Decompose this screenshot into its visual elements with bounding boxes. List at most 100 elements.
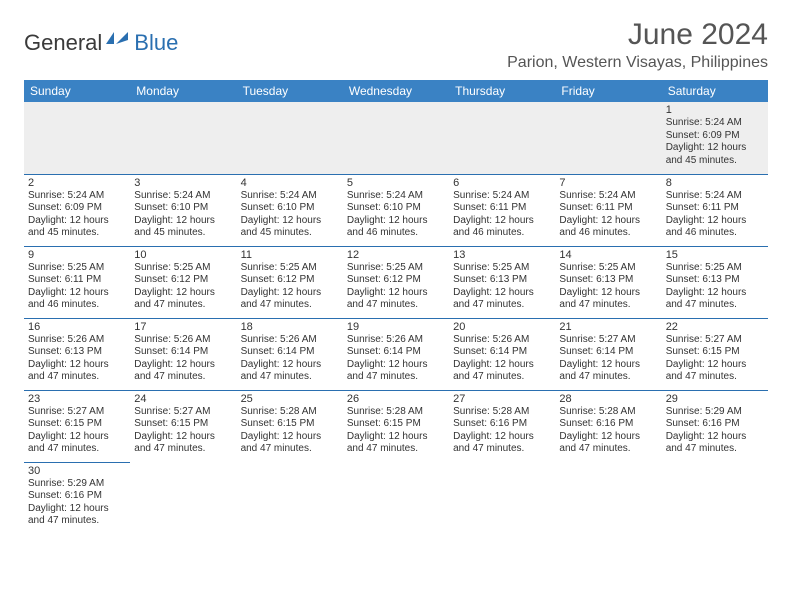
day-info-line: and 46 minutes. — [347, 227, 445, 240]
day-info-line: Sunrise: 5:24 AM — [666, 190, 764, 203]
day-info-line: and 47 minutes. — [559, 299, 657, 312]
day-info-line: Sunrise: 5:24 AM — [28, 190, 126, 203]
location-subtitle: Parion, Western Visayas, Philippines — [507, 54, 768, 72]
calendar-cell: 3Sunrise: 5:24 AMSunset: 6:10 PMDaylight… — [130, 174, 236, 246]
day-info-line: Daylight: 12 hours — [666, 215, 764, 228]
day-info-line: Sunset: 6:15 PM — [241, 418, 339, 431]
day-info-line: Sunset: 6:16 PM — [28, 490, 126, 503]
day-header: Tuesday — [237, 80, 343, 102]
day-number: 10 — [134, 249, 232, 261]
day-info-line: Daylight: 12 hours — [453, 359, 551, 372]
day-info-line: Sunset: 6:12 PM — [241, 274, 339, 287]
day-info-line: and 47 minutes. — [347, 299, 445, 312]
calendar-cell: 4Sunrise: 5:24 AMSunset: 6:10 PMDaylight… — [237, 174, 343, 246]
day-info-line: Sunset: 6:14 PM — [347, 346, 445, 359]
day-info-line: Sunset: 6:09 PM — [666, 130, 764, 143]
day-info-line: Sunset: 6:12 PM — [134, 274, 232, 287]
calendar-row: 16Sunrise: 5:26 AMSunset: 6:13 PMDayligh… — [24, 318, 768, 390]
day-info-line: and 47 minutes. — [241, 371, 339, 384]
logo-text-2: Blue — [134, 30, 178, 56]
day-number: 22 — [666, 321, 764, 333]
calendar-cell: 16Sunrise: 5:26 AMSunset: 6:13 PMDayligh… — [24, 318, 130, 390]
calendar-row: 1Sunrise: 5:24 AMSunset: 6:09 PMDaylight… — [24, 102, 768, 174]
day-info-line: Sunrise: 5:25 AM — [241, 262, 339, 275]
day-info-line: Daylight: 12 hours — [134, 431, 232, 444]
day-info-line: Daylight: 12 hours — [666, 142, 764, 155]
calendar-cell: 7Sunrise: 5:24 AMSunset: 6:11 PMDaylight… — [555, 174, 661, 246]
day-info-line: Sunrise: 5:25 AM — [666, 262, 764, 275]
day-info-line: Daylight: 12 hours — [559, 287, 657, 300]
calendar-cell — [237, 462, 343, 534]
day-info-line: Daylight: 12 hours — [28, 431, 126, 444]
day-info-line: Sunrise: 5:28 AM — [453, 406, 551, 419]
day-number: 1 — [666, 104, 764, 116]
day-header: Saturday — [662, 80, 768, 102]
day-info-line: Daylight: 12 hours — [453, 287, 551, 300]
day-info-line: and 45 minutes. — [134, 227, 232, 240]
day-number: 5 — [347, 177, 445, 189]
day-info-line: and 45 minutes. — [28, 227, 126, 240]
calendar-cell: 8Sunrise: 5:24 AMSunset: 6:11 PMDaylight… — [662, 174, 768, 246]
day-info-line: Daylight: 12 hours — [347, 215, 445, 228]
day-header: Friday — [555, 80, 661, 102]
day-info-line: Daylight: 12 hours — [347, 359, 445, 372]
day-info-line: and 47 minutes. — [347, 371, 445, 384]
day-info-line: Sunrise: 5:25 AM — [453, 262, 551, 275]
day-number: 27 — [453, 393, 551, 405]
day-info-line: Sunrise: 5:29 AM — [28, 478, 126, 491]
day-info-line: Sunrise: 5:25 AM — [347, 262, 445, 275]
day-number: 16 — [28, 321, 126, 333]
logo-text-1: General — [24, 30, 102, 56]
day-info-line: Sunset: 6:10 PM — [134, 202, 232, 215]
calendar-cell: 28Sunrise: 5:28 AMSunset: 6:16 PMDayligh… — [555, 390, 661, 462]
calendar-cell — [130, 462, 236, 534]
day-info-line: Sunset: 6:10 PM — [347, 202, 445, 215]
day-info-line: Daylight: 12 hours — [28, 215, 126, 228]
day-info-line: Sunrise: 5:27 AM — [666, 334, 764, 347]
calendar-cell: 14Sunrise: 5:25 AMSunset: 6:13 PMDayligh… — [555, 246, 661, 318]
day-info-line: and 47 minutes. — [241, 299, 339, 312]
calendar-cell: 25Sunrise: 5:28 AMSunset: 6:15 PMDayligh… — [237, 390, 343, 462]
day-info-line: Sunrise: 5:24 AM — [559, 190, 657, 203]
day-number: 14 — [559, 249, 657, 261]
day-info-line: and 47 minutes. — [241, 443, 339, 456]
day-number: 21 — [559, 321, 657, 333]
day-info-line: and 47 minutes. — [666, 443, 764, 456]
day-info-line: Sunrise: 5:25 AM — [28, 262, 126, 275]
day-info-line: Daylight: 12 hours — [28, 359, 126, 372]
day-info-line: and 47 minutes. — [134, 299, 232, 312]
day-info-line: Daylight: 12 hours — [241, 431, 339, 444]
day-number: 18 — [241, 321, 339, 333]
day-info-line: Sunset: 6:13 PM — [666, 274, 764, 287]
day-number: 15 — [666, 249, 764, 261]
calendar-cell: 26Sunrise: 5:28 AMSunset: 6:15 PMDayligh… — [343, 390, 449, 462]
calendar-cell: 6Sunrise: 5:24 AMSunset: 6:11 PMDaylight… — [449, 174, 555, 246]
calendar-page: General Blue June 2024 Parion, Western V… — [0, 0, 792, 552]
calendar-cell: 18Sunrise: 5:26 AMSunset: 6:14 PMDayligh… — [237, 318, 343, 390]
day-info-line: and 47 minutes. — [28, 371, 126, 384]
day-info-line: Sunset: 6:16 PM — [559, 418, 657, 431]
calendar-cell — [237, 102, 343, 174]
day-number: 12 — [347, 249, 445, 261]
day-number: 17 — [134, 321, 232, 333]
day-info-line: and 47 minutes. — [666, 299, 764, 312]
day-info-line: and 47 minutes. — [28, 515, 126, 528]
day-number: 9 — [28, 249, 126, 261]
calendar-cell: 5Sunrise: 5:24 AMSunset: 6:10 PMDaylight… — [343, 174, 449, 246]
calendar-cell: 30Sunrise: 5:29 AMSunset: 6:16 PMDayligh… — [24, 462, 130, 534]
calendar-cell: 13Sunrise: 5:25 AMSunset: 6:13 PMDayligh… — [449, 246, 555, 318]
day-number: 24 — [134, 393, 232, 405]
day-info-line: Sunrise: 5:27 AM — [559, 334, 657, 347]
calendar-cell — [555, 102, 661, 174]
day-number: 6 — [453, 177, 551, 189]
day-number: 30 — [28, 465, 126, 477]
day-info-line: Sunrise: 5:24 AM — [666, 117, 764, 130]
day-info-line: and 46 minutes. — [559, 227, 657, 240]
day-number: 20 — [453, 321, 551, 333]
day-info-line: and 45 minutes. — [241, 227, 339, 240]
day-number: 19 — [347, 321, 445, 333]
day-info-line: Daylight: 12 hours — [28, 287, 126, 300]
day-number: 3 — [134, 177, 232, 189]
day-number: 29 — [666, 393, 764, 405]
calendar-cell: 9Sunrise: 5:25 AMSunset: 6:11 PMDaylight… — [24, 246, 130, 318]
